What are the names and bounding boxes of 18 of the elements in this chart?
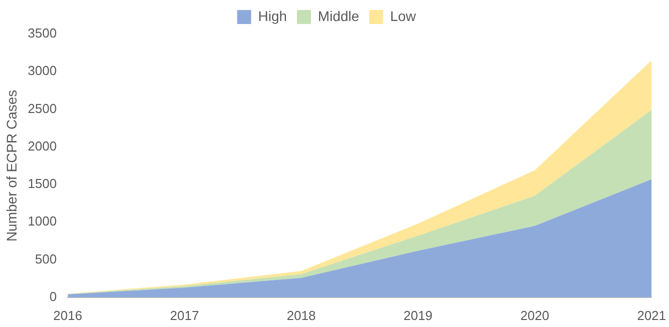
- x-tick-label: 2021: [637, 308, 666, 323]
- y-tick-label: 2500: [28, 100, 57, 116]
- y-tick-label: 3500: [28, 26, 57, 41]
- y-tick-label: 3000: [28, 63, 57, 78]
- legend-label: High: [258, 8, 287, 24]
- y-tick-label: 0: [49, 288, 57, 304]
- y-axis-title: Number of ECPR Cases: [3, 90, 20, 242]
- legend-label: Middle: [318, 8, 360, 24]
- x-tick-label: 2020: [520, 308, 550, 323]
- x-tick-label: 2016: [53, 308, 82, 323]
- legend-label: Low: [390, 8, 417, 24]
- y-tick-label: 1000: [28, 214, 57, 229]
- x-tick-label: 2018: [286, 308, 316, 323]
- y-tick-label: 2000: [28, 138, 57, 154]
- y-tick-label: 500: [35, 251, 57, 266]
- x-tick-label: 2017: [170, 308, 199, 323]
- y-tick-label: 1500: [28, 176, 57, 192]
- x-tick-label: 2019: [404, 308, 432, 323]
